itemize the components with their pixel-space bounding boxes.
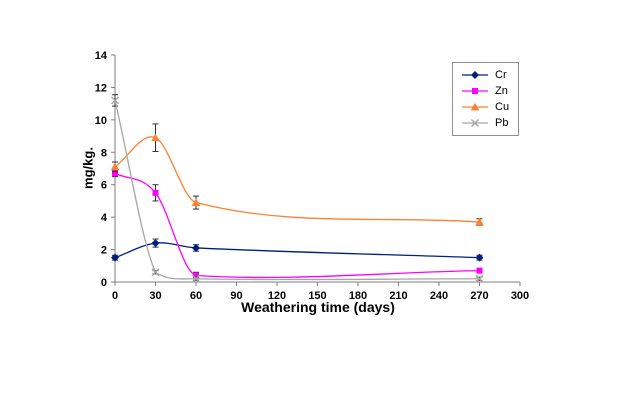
square-marker-icon	[112, 170, 118, 177]
x-tick-label: 150	[308, 290, 326, 302]
series-Cu	[110, 123, 484, 226]
y-tick-label: 12	[95, 82, 107, 94]
x-tick-label: 270	[470, 290, 488, 302]
square-marker-icon	[193, 272, 199, 279]
y-tick-label: 2	[101, 245, 107, 257]
x-marker-icon	[475, 274, 484, 283]
diamond-marker-icon	[151, 239, 160, 248]
y-tick-label: 4	[101, 212, 108, 224]
series-Zn	[112, 169, 483, 280]
x-tick-label: 210	[389, 290, 407, 302]
triangle-marker-icon	[151, 133, 160, 142]
legend-item-Cr: Cr	[460, 69, 509, 81]
series-line	[114, 136, 480, 223]
series-line	[114, 242, 480, 259]
square-marker-icon	[152, 189, 159, 196]
x-tick-label: 300	[511, 290, 529, 302]
x-tick-label: 0	[112, 290, 118, 302]
x-tick-label: 180	[349, 290, 367, 302]
series-Pb	[111, 94, 484, 283]
x-axis-title: Weathering time (days)	[241, 299, 395, 315]
legend-item-Zn: Zn	[460, 85, 509, 97]
square-marker-icon	[472, 88, 478, 94]
legend-item-Cu: Cu	[460, 101, 509, 113]
x-marker-icon	[471, 119, 479, 127]
series-Cr	[111, 238, 484, 262]
series-line	[114, 172, 480, 279]
diamond-marker-icon	[192, 243, 200, 252]
legend-key-icon	[462, 88, 488, 94]
x-tick-label: 120	[268, 290, 286, 302]
x-tick-label: 240	[430, 290, 448, 302]
y-tick-label: 6	[101, 180, 107, 192]
y-tick-label: 8	[101, 147, 107, 159]
x-marker-icon	[151, 268, 160, 277]
diamond-marker-icon	[475, 253, 484, 262]
legend-key-icon	[462, 119, 488, 127]
x-marker-icon	[192, 274, 200, 283]
legend-label: Cr	[495, 69, 507, 81]
triangle-marker-icon	[475, 217, 484, 226]
triangle-marker-icon	[110, 162, 120, 171]
legend-label: Zn	[495, 85, 508, 97]
triangle-marker-icon	[470, 102, 480, 111]
x-tick-label: 30	[149, 290, 161, 302]
square-marker-icon	[476, 267, 483, 274]
legend: Cr Zn Cu Pb	[452, 62, 520, 136]
y-tick-label: 10	[95, 115, 107, 127]
series-line	[114, 100, 480, 281]
legend-item-Pb: Pb	[460, 117, 509, 129]
x-tick-label: 90	[230, 290, 242, 302]
legend-label: Cu	[495, 101, 510, 113]
x-marker-icon	[111, 96, 119, 105]
x-tick-label: 60	[190, 290, 202, 302]
legend-key-icon	[462, 71, 488, 79]
diamond-marker-icon	[111, 253, 119, 262]
y-axis-title: mg/kg.	[80, 147, 96, 189]
y-tick-label: 14	[95, 50, 108, 62]
legend-label: Pb	[495, 117, 509, 129]
triangle-marker-icon	[191, 198, 201, 206]
y-tick-label: 0	[101, 277, 107, 289]
legend-key-icon	[462, 102, 488, 111]
diamond-marker-icon	[471, 71, 479, 79]
